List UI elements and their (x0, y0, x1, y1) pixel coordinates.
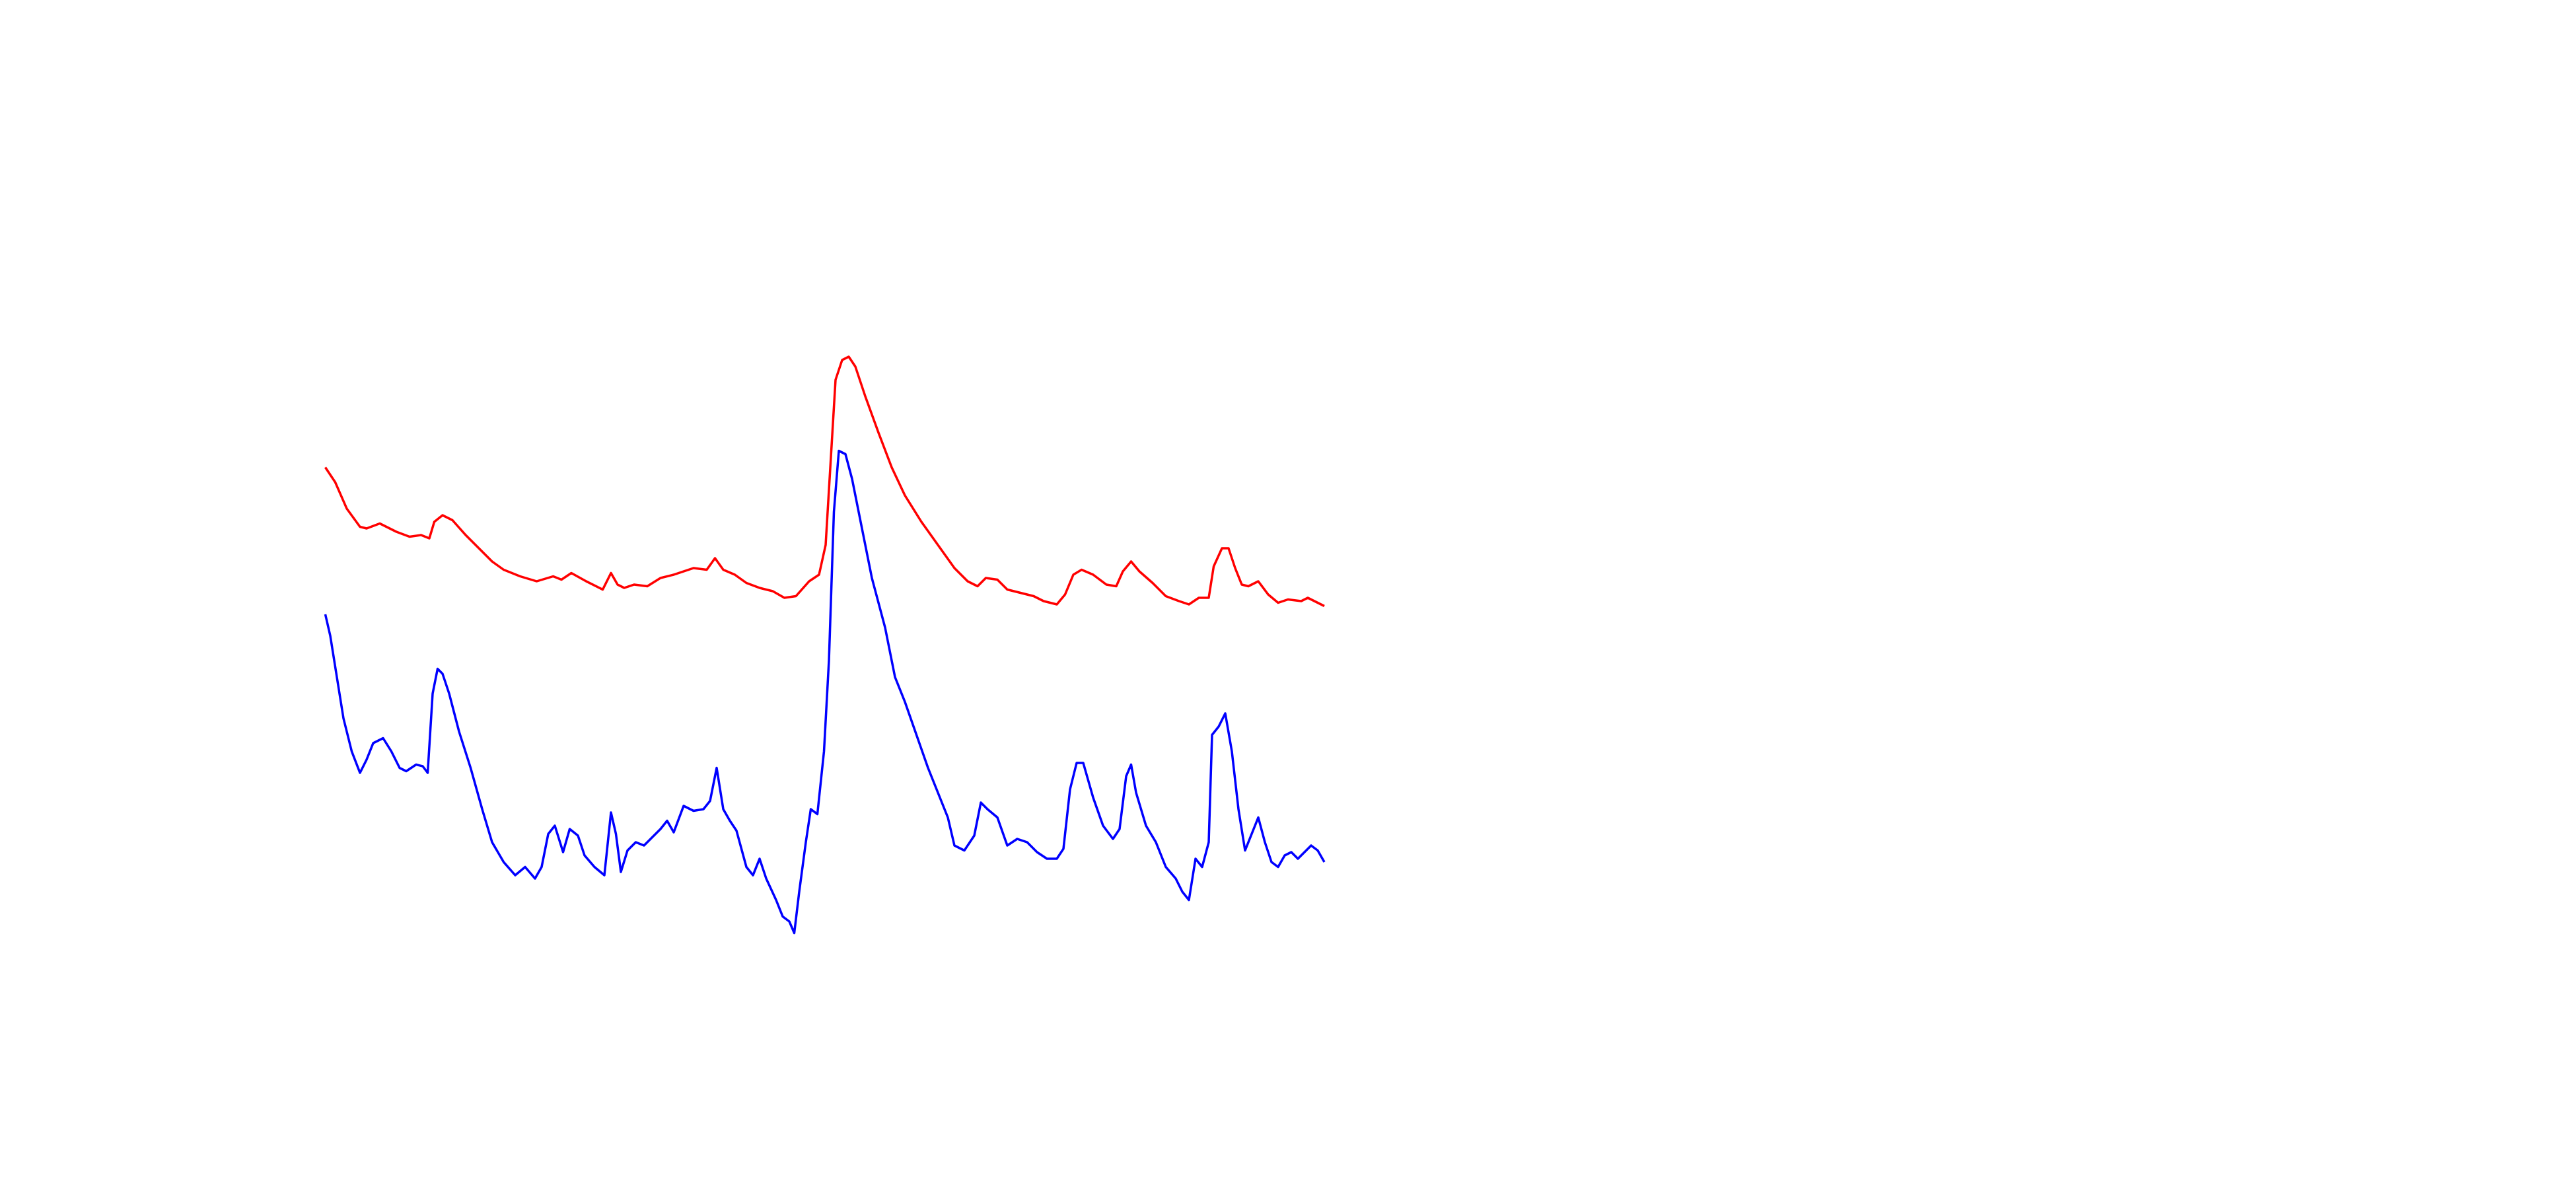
data-line (324, 355, 1325, 608)
data-line (324, 449, 1326, 935)
